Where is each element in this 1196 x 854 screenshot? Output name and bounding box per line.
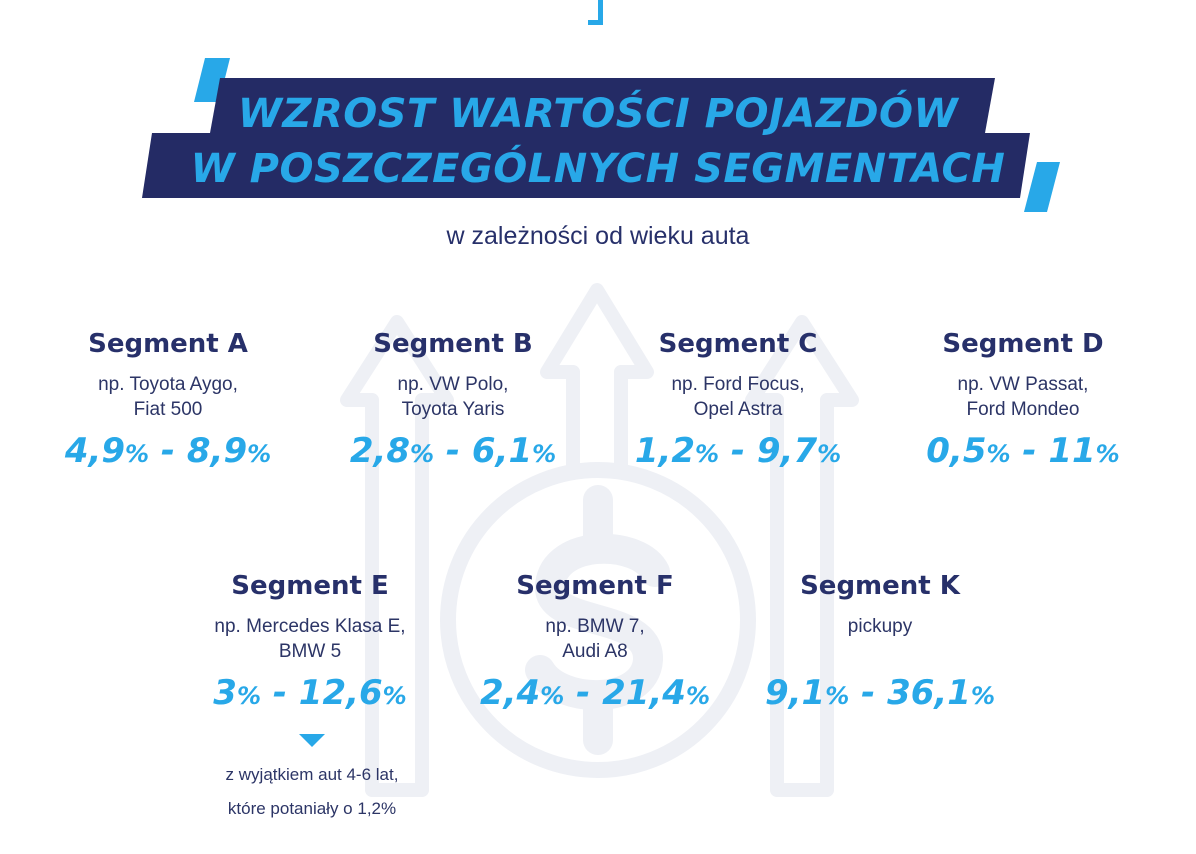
arrow-up-icon (540, 283, 654, 470)
triangle-down-icon (299, 734, 325, 747)
segment-example: np. Mercedes Klasa E, (214, 616, 406, 637)
segment-example: pickupy (847, 616, 913, 637)
segment-a-card: Segment A np. Toyota Aygo, Fiat 500 4,9%… (18, 328, 318, 475)
range-max: 9,7 (756, 431, 818, 471)
segment-range: 4,9% - 8,9% (64, 431, 272, 471)
range-min: 9,1 (764, 673, 826, 713)
title-banner-bottom (142, 133, 1030, 198)
segment-range: 2,4% - 21,4% (479, 673, 710, 713)
title-banner-top (210, 78, 995, 133)
segment-d-card: Segment D np. VW Passat, Ford Mondeo 0,5… (873, 328, 1173, 475)
segment-example: np. Ford Focus, (671, 374, 805, 395)
segment-range: 0,5% - 11% (926, 431, 1120, 471)
segment-k-card: Segment K pickupy 9,1% - 36,1% (730, 570, 1030, 717)
segment-example: np. VW Passat, (957, 374, 1089, 395)
exception-note-line-1: z wyjątkiem aut 4-6 lat, (225, 765, 399, 784)
segment-example: Fiat 500 (133, 399, 203, 420)
segment-range: 1,2% - 9,7% (634, 431, 842, 471)
range-max: 21,4 (602, 673, 686, 713)
subtitle: w zależności od wieku auta (446, 222, 750, 250)
range-max: 12,6 (298, 673, 383, 713)
segment-name: Segment C (658, 329, 818, 359)
range-max: 11 (1048, 431, 1096, 471)
title-line-1: WZROST WARTOŚCI POJAZDÓW (237, 91, 959, 137)
segment-example: Toyota Yaris (401, 399, 505, 420)
segment-example: np. BMW 7, (545, 616, 645, 637)
segment-example: Audi A8 (562, 641, 628, 662)
arrow-up-icon (340, 315, 454, 797)
banner-accent-right (1024, 162, 1060, 212)
segment-example (730, 639, 1030, 664)
range-max: 36,1 (887, 673, 971, 713)
segment-example: np. VW Polo, (397, 374, 509, 395)
segment-example: Ford Mondeo (966, 399, 1080, 420)
exception-note-line-2: które potaniały o 1,2% (227, 799, 397, 818)
range-max: 6,1 (471, 431, 533, 471)
segment-b-card: Segment B np. VW Polo, Toyota Yaris 2,8%… (303, 328, 603, 475)
segment-example: np. Toyota Aygo, (98, 374, 238, 395)
dollar-coin-icon (440, 462, 756, 778)
segment-c-card: Segment C np. Ford Focus, Opel Astra 1,2… (588, 328, 888, 475)
segment-f-card: Segment F np. BMW 7, Audi A8 2,4% - 21,4… (445, 570, 745, 717)
range-min: 0,5 (926, 431, 987, 471)
segment-name: Segment B (373, 329, 533, 359)
range-min: 3 (213, 673, 237, 713)
range-min: 2,8 (349, 431, 411, 471)
segment-range: 9,1% - 36,1% (764, 673, 995, 713)
segment-name: Segment A (88, 329, 248, 359)
title-line-2: W POSZCZEGÓLNYCH SEGMENTACH (190, 146, 1006, 192)
segment-name: Segment E (231, 571, 389, 601)
top-bracket-accent (588, 0, 603, 25)
segment-range: 3% - 12,6% (213, 673, 407, 713)
range-min: 1,2 (634, 431, 696, 471)
range-min: 2,4 (479, 673, 541, 713)
segment-e-card: Segment E np. Mercedes Klasa E, BMW 5 3%… (160, 570, 460, 717)
segment-name: Segment F (516, 571, 674, 601)
range-min: 4,9 (64, 431, 126, 471)
segment-example: Opel Astra (693, 399, 783, 420)
range-max: 8,9 (186, 431, 248, 471)
segment-range: 2,8% - 6,1% (349, 431, 557, 471)
segment-name: Segment D (942, 329, 1104, 359)
segment-example: BMW 5 (278, 641, 342, 662)
segment-name: Segment K (800, 571, 960, 601)
arrow-up-icon (745, 315, 859, 797)
